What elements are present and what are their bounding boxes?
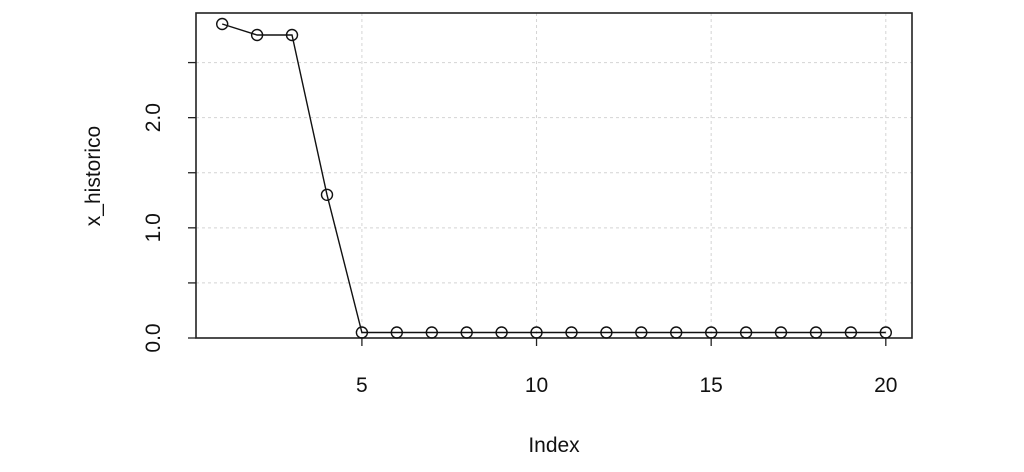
- x-tick-label: 10: [525, 374, 548, 397]
- data-point: [495, 326, 508, 339]
- x-tick-label: 15: [699, 374, 722, 397]
- plot-frame: [195, 12, 913, 339]
- data-point: [705, 326, 718, 339]
- data-point: [425, 326, 438, 339]
- data-point: [565, 326, 578, 339]
- data-point: [355, 326, 369, 339]
- data-point: [285, 28, 299, 42]
- data-point: [530, 326, 543, 339]
- data-point: [320, 188, 334, 202]
- x-tick-label: 5: [356, 374, 368, 397]
- data-point: [390, 326, 403, 339]
- data-point: [774, 326, 788, 339]
- x-axis-title: Index: [528, 434, 580, 457]
- data-point: [809, 326, 823, 339]
- axes: 5 10 15 20 0.0 1.0 2.0: [142, 61, 897, 397]
- data-point: [635, 326, 648, 339]
- x-tick-label: 20: [874, 374, 897, 397]
- data-point: [215, 17, 229, 31]
- data-point: [250, 28, 264, 42]
- y-tick-label: 2.0: [142, 103, 165, 132]
- data-point: [460, 326, 473, 339]
- grid-lines: [196, 13, 912, 339]
- series-line: [221, 23, 886, 334]
- y-tick-label: 1.0: [142, 213, 165, 242]
- data-point: [670, 326, 683, 339]
- data-point: [879, 326, 892, 339]
- y-tick-label: 0.0: [142, 323, 165, 352]
- y-axis-title: x_historico: [82, 126, 105, 226]
- series-x_historico: [215, 17, 892, 339]
- data-point: [600, 326, 613, 339]
- data-point: [844, 326, 858, 339]
- data-point: [739, 326, 753, 339]
